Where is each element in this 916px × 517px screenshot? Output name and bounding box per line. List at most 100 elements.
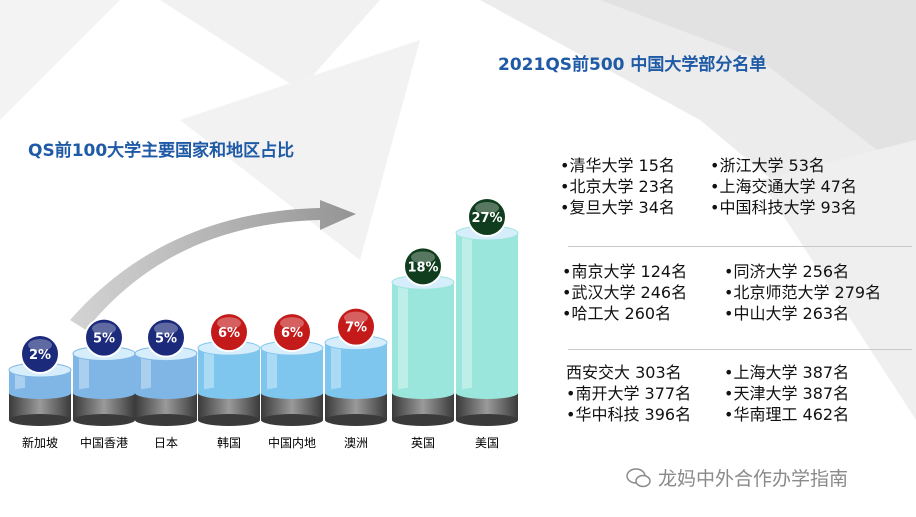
- wechat-icon: [626, 467, 651, 487]
- bar-3: 5%: [134, 317, 198, 426]
- rank-row: •哈工大 260名 •中山大学 263名: [562, 303, 912, 324]
- bar-joint: [261, 387, 323, 399]
- value-label: 2%: [29, 348, 51, 363]
- rank-item: •上海交通大学 47名: [710, 177, 857, 196]
- rank-row: •清华大学 15名 •浙江大学 53名: [560, 155, 910, 176]
- watermark-text: 龙妈中外合作办学指南: [658, 468, 849, 490]
- category-label: 日本: [153, 436, 178, 450]
- bar-highlight: [79, 353, 89, 393]
- bar-joint: [73, 387, 135, 399]
- value-label: 7%: [345, 321, 367, 336]
- value-label: 18%: [407, 260, 438, 275]
- value-bubble: [20, 334, 60, 375]
- divider-2: [568, 349, 912, 350]
- rank-item: •复旦大学 34名: [560, 198, 675, 217]
- rank-item: •哈工大 260名: [562, 304, 672, 323]
- bar-base-bottom: [261, 414, 323, 426]
- rank-item: •同济大学 256名: [724, 262, 850, 281]
- bar-1: 2%: [8, 334, 72, 426]
- rank-item: 西安交大 303名: [566, 363, 682, 382]
- rank-item: •清华大学 15名: [560, 156, 675, 175]
- bar-2: 5%: [72, 317, 136, 426]
- rank-row: •南京大学 124名 •同济大学 256名: [562, 261, 912, 282]
- rank-item: •南开大学 377名: [566, 384, 692, 403]
- rank-item: •中山大学 263名: [724, 304, 850, 323]
- bar-5: 6%: [260, 312, 324, 426]
- bar-column: [392, 282, 454, 393]
- category-label: 英国: [410, 436, 435, 450]
- value-bubble: [84, 317, 124, 358]
- bar-joint: [456, 387, 518, 399]
- value-bubble: [209, 312, 249, 353]
- bar-joint: [325, 387, 387, 399]
- value-label: 5%: [93, 332, 115, 347]
- bar-column: [325, 342, 387, 393]
- rank-item: •浙江大学 53名: [710, 156, 825, 175]
- rank-row: •华中科技 396名 •华南理工 462名: [566, 404, 916, 425]
- category-label: 中国香港: [79, 436, 128, 450]
- bar-highlight: [15, 370, 25, 393]
- bar-4: 6%: [197, 312, 261, 426]
- category-label: 美国: [474, 436, 499, 450]
- bar-highlight: [462, 233, 472, 393]
- rank-item: •中国科技大学 93名: [710, 198, 857, 217]
- rank-item: •北京大学 23名: [560, 177, 675, 196]
- bar-highlight: [398, 282, 408, 393]
- bar-base-bottom: [456, 414, 518, 426]
- rank-item: •华南理工 462名: [724, 405, 850, 424]
- bar-base-bottom: [9, 414, 71, 426]
- rank-item: •上海大学 387名: [724, 363, 850, 382]
- divider-1: [568, 246, 912, 247]
- value-label: 5%: [155, 332, 177, 347]
- bar-base-bottom: [325, 414, 387, 426]
- value-bubble: [336, 306, 376, 347]
- rank-item: •武汉大学 246名: [562, 283, 688, 302]
- value-bubble: [272, 312, 312, 353]
- rank-row: •北京大学 23名 •上海交通大学 47名: [560, 176, 910, 197]
- value-label: 6%: [281, 326, 303, 341]
- page-title: 2021QS前500 中国大学部分名单: [498, 55, 767, 75]
- bar-column: [456, 233, 518, 393]
- bar-joint: [135, 387, 197, 399]
- rank-row: •南开大学 377名 •天津大学 387名: [566, 383, 916, 404]
- bar-base-bottom: [392, 414, 454, 426]
- watermark: 龙妈中外合作办学指南: [626, 464, 848, 491]
- bar-base-bottom: [73, 414, 135, 426]
- bubble-shine: [344, 311, 368, 324]
- trend-arrow: [70, 200, 356, 330]
- bubble-shine: [92, 322, 116, 335]
- rank-item: •南京大学 124名: [562, 262, 688, 281]
- bar-highlight: [141, 353, 151, 393]
- bubble-shine: [280, 317, 304, 330]
- rank-item: •天津大学 387名: [724, 384, 850, 403]
- chart-title: QS前100大学主要国家和地区占比: [28, 141, 295, 161]
- category-label: 中国内地: [267, 436, 316, 450]
- value-bubble: [146, 317, 186, 358]
- category-label: 新加坡: [21, 436, 58, 450]
- bar-joint: [392, 387, 454, 399]
- rank-row: •复旦大学 34名 •中国科技大学 93名: [560, 197, 910, 218]
- category-label: 韩国: [216, 436, 241, 450]
- bar-6: 7%: [324, 306, 388, 426]
- rank-row: •武汉大学 246名 •北京师范大学 279名: [562, 282, 912, 303]
- rank-row: 西安交大 303名 •上海大学 387名: [566, 362, 916, 383]
- rank-group-1: •清华大学 15名 •浙江大学 53名 •北京大学 23名 •上海交通大学 47名 …: [560, 155, 910, 218]
- bar-base-bottom: [198, 414, 260, 426]
- bubble-shine: [217, 317, 241, 330]
- bar-highlight: [267, 348, 277, 393]
- rank-group-3: 西安交大 303名 •上海大学 387名 •南开大学 377名 •天津大学 387…: [566, 362, 916, 425]
- category-label: 澳洲: [343, 436, 368, 450]
- bar-7: 18%: [391, 246, 455, 426]
- bar-8: 27%: [455, 197, 519, 426]
- value-label: 6%: [218, 326, 240, 341]
- value-bubble: [403, 246, 443, 287]
- bubble-shine: [475, 202, 499, 214]
- value-bubble: [467, 197, 507, 237]
- bar-highlight: [331, 342, 341, 393]
- value-label: 27%: [471, 211, 502, 226]
- bubble-shine: [28, 339, 52, 352]
- bubble-shine: [154, 322, 178, 335]
- bubble-shine: [411, 251, 435, 264]
- bar-base-bottom: [135, 414, 197, 426]
